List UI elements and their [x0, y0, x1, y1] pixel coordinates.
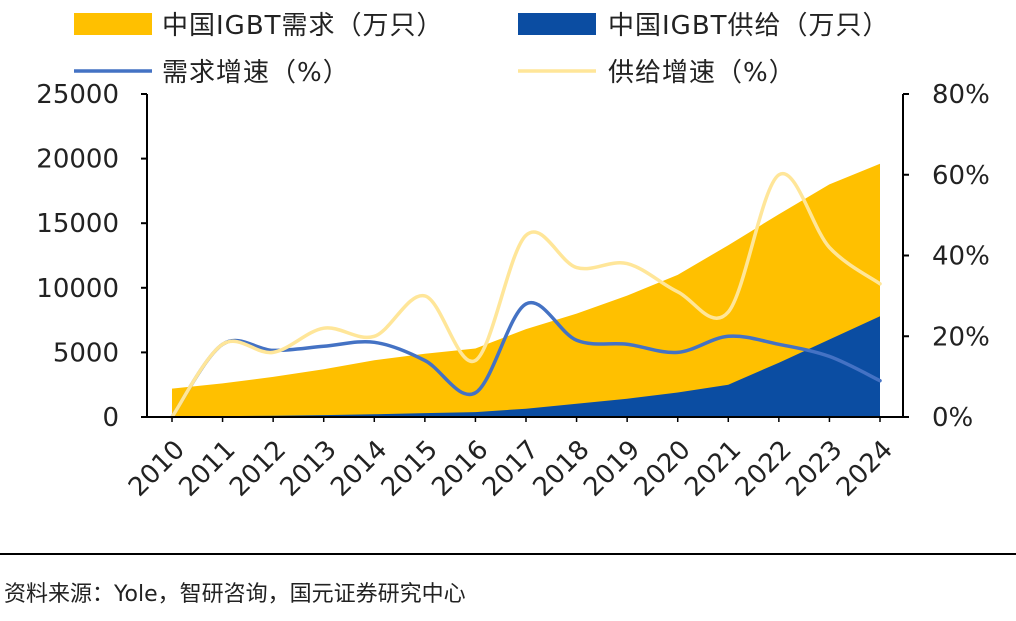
- x-tick-label: 2015: [376, 435, 444, 503]
- legend-label: 中国IGBT需求（万只）: [162, 11, 444, 41]
- right-tick-label: 40%: [932, 242, 990, 272]
- right-tick-label: 60%: [932, 161, 990, 191]
- supply-area: [172, 316, 880, 417]
- legend-swatch: [518, 13, 596, 35]
- x-tick-label: 2016: [426, 435, 494, 503]
- x-tick-label: 2012: [224, 435, 292, 503]
- legend: 中国IGBT需求（万只） 中国IGBT供给（万只） 需求增速（%） 供给增速（%）: [74, 11, 890, 88]
- right-tick-label: 20%: [932, 322, 990, 352]
- legend-label: 供给增速（%）: [608, 58, 796, 88]
- supply-growth-line: [170, 171, 882, 419]
- x-tick-label: 2019: [578, 435, 646, 503]
- legend-label: 中国IGBT供给（万只）: [608, 11, 890, 41]
- line-series-group: [170, 171, 882, 419]
- right-tick-label: 0%: [932, 403, 973, 433]
- x-tick-label: 2022: [730, 435, 798, 503]
- x-tick-label: 2023: [780, 435, 848, 503]
- legend-item-demand: 中国IGBT需求（万只）: [74, 11, 444, 41]
- x-tick-label: 2010: [123, 435, 191, 503]
- area-series-group: [172, 163, 880, 417]
- legend-item-demand-growth: 需求增速（%）: [74, 58, 350, 88]
- legend-item-supply-growth: 供给增速（%）: [518, 58, 796, 88]
- left-tick-label: 10000: [36, 274, 119, 304]
- x-tick-label: 2011: [174, 435, 242, 503]
- x-tick-label: 2021: [679, 435, 747, 503]
- legend-item-supply: 中国IGBT供给（万只）: [518, 11, 890, 41]
- left-tick-label: 25000: [36, 80, 119, 110]
- left-tick-label: 15000: [36, 209, 119, 239]
- x-tick-label: 2013: [275, 435, 343, 503]
- x-tick-label: 2014: [325, 435, 393, 503]
- footer-divider: [0, 553, 1016, 555]
- x-tick-label: 2020: [629, 435, 697, 503]
- left-tick-label: 0: [102, 403, 119, 433]
- left-tick-label: 20000: [36, 145, 119, 175]
- legend-label: 需求增速（%）: [162, 58, 350, 88]
- x-tick-label: 2018: [528, 435, 596, 503]
- legend-swatch: [74, 13, 152, 35]
- left-tick-label: 5000: [53, 338, 119, 368]
- x-tick-label: 2017: [477, 435, 545, 503]
- source-note: 资料来源：Yole，智研咨询，国元证券研究中心: [4, 582, 466, 607]
- right-tick-label: 80%: [932, 80, 990, 110]
- x-tick-label: 2024: [831, 435, 899, 503]
- demand-area: [172, 163, 880, 417]
